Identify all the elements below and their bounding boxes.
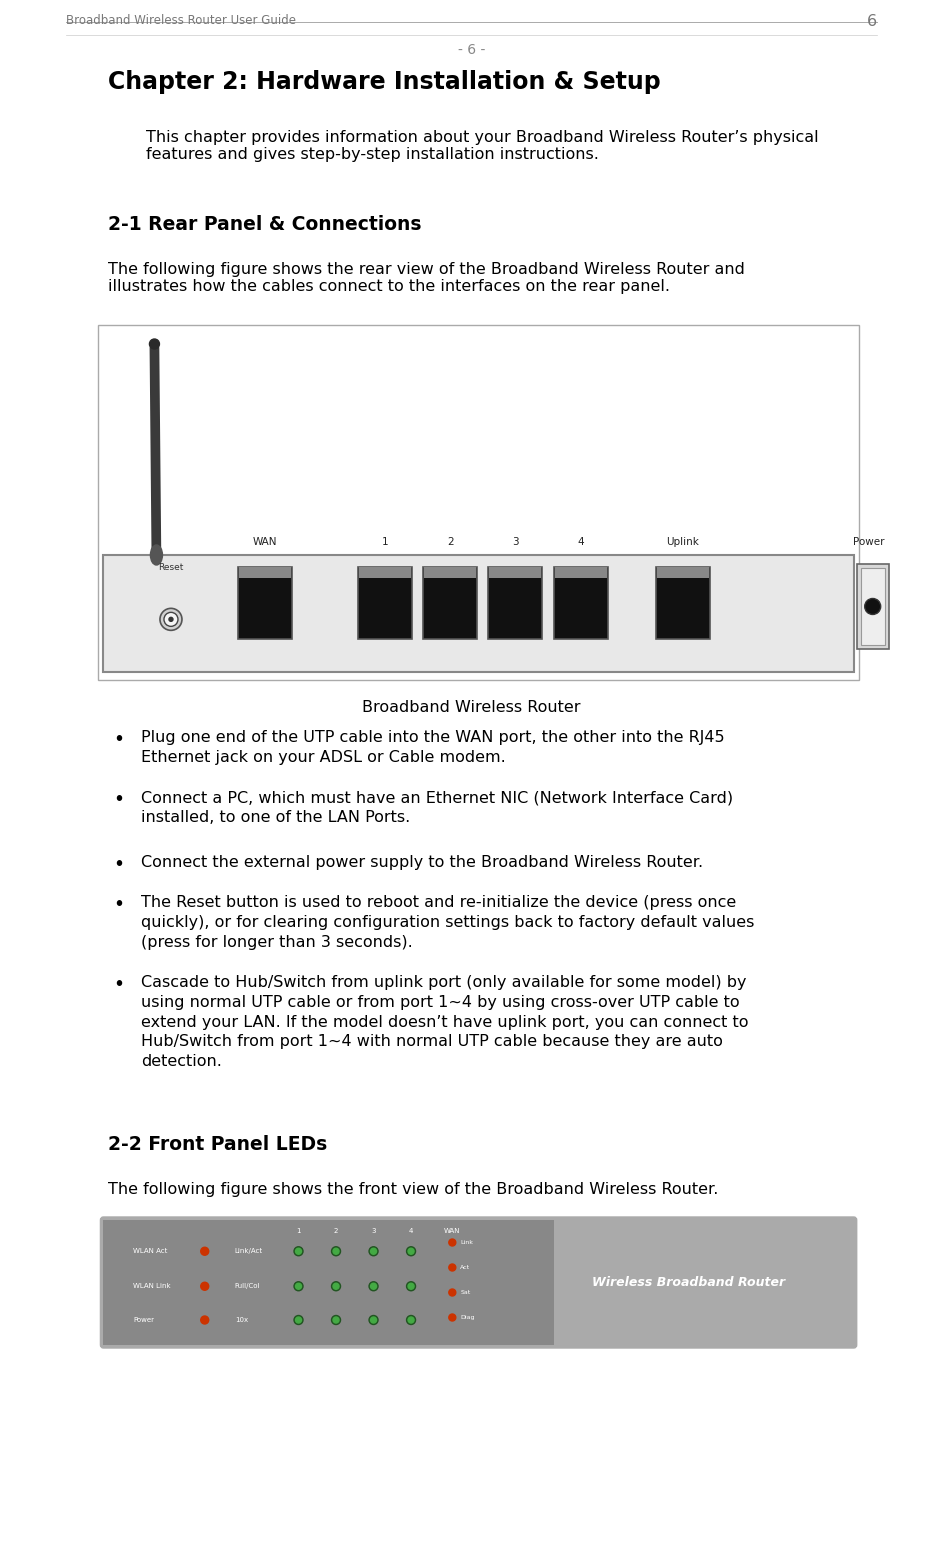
Text: •: •	[113, 855, 124, 873]
Circle shape	[294, 1281, 303, 1290]
Text: 2-2 Front Panel LEDs: 2-2 Front Panel LEDs	[108, 1135, 328, 1154]
Circle shape	[201, 1247, 208, 1256]
Text: - 6 -: - 6 -	[457, 42, 486, 56]
Text: Plug one end of the UTP cable into the WAN port, the other into the RJ45
Etherne: Plug one end of the UTP cable into the W…	[141, 731, 725, 765]
Text: •: •	[113, 975, 124, 994]
Text: The Reset button is used to reboot and re-initialize the device (press once
quic: The Reset button is used to reboot and r…	[141, 895, 754, 950]
Text: The following figure shows the front view of the Broadband Wireless Router.: The following figure shows the front vie…	[108, 1182, 719, 1196]
Text: Chapter 2: Hardware Installation & Setup: Chapter 2: Hardware Installation & Setup	[108, 71, 661, 94]
FancyBboxPatch shape	[424, 566, 476, 577]
Circle shape	[294, 1316, 303, 1325]
Text: Connect a PC, which must have an Ethernet NIC (Network Interface Card)
installed: Connect a PC, which must have an Etherne…	[141, 790, 734, 825]
Text: Reset: Reset	[158, 563, 184, 572]
Circle shape	[333, 1317, 339, 1323]
Text: 10x: 10x	[235, 1317, 248, 1323]
Circle shape	[369, 1316, 378, 1325]
Text: Link/Act: Link/Act	[235, 1248, 263, 1254]
FancyBboxPatch shape	[101, 1217, 856, 1348]
Circle shape	[333, 1248, 339, 1254]
Circle shape	[371, 1283, 376, 1289]
FancyBboxPatch shape	[358, 566, 411, 577]
Circle shape	[406, 1316, 416, 1325]
Circle shape	[295, 1248, 302, 1254]
Text: This chapter provides information about your Broadband Wireless Router’s physica: This chapter provides information about …	[146, 130, 819, 163]
FancyBboxPatch shape	[554, 566, 607, 640]
FancyBboxPatch shape	[104, 555, 853, 673]
Text: Act: Act	[460, 1265, 471, 1270]
Circle shape	[201, 1283, 208, 1290]
FancyBboxPatch shape	[656, 566, 708, 577]
Text: Connect the external power supply to the Broadband Wireless Router.: Connect the external power supply to the…	[141, 855, 703, 870]
Circle shape	[449, 1314, 455, 1320]
Circle shape	[332, 1281, 340, 1290]
Circle shape	[295, 1317, 302, 1323]
Circle shape	[449, 1289, 455, 1297]
Text: 2: 2	[334, 1228, 339, 1234]
Text: 1: 1	[296, 1228, 301, 1234]
Circle shape	[369, 1247, 378, 1256]
Circle shape	[449, 1264, 455, 1272]
Text: Broadband Wireless Router: Broadband Wireless Router	[362, 699, 581, 715]
FancyBboxPatch shape	[488, 566, 542, 640]
Text: The following figure shows the rear view of the Broadband Wireless Router and
il: The following figure shows the rear view…	[108, 262, 745, 295]
Text: WLAN Act: WLAN Act	[134, 1248, 168, 1254]
Circle shape	[332, 1316, 340, 1325]
Ellipse shape	[151, 546, 162, 564]
Text: Sat: Sat	[460, 1290, 471, 1295]
Text: Cascade to Hub/Switch from uplink port (only available for some model) by
using : Cascade to Hub/Switch from uplink port (…	[141, 975, 749, 1069]
Text: Full/Col: Full/Col	[235, 1283, 260, 1289]
Text: 4: 4	[409, 1228, 413, 1234]
FancyBboxPatch shape	[423, 566, 477, 640]
Circle shape	[408, 1248, 414, 1254]
Circle shape	[449, 1239, 455, 1247]
Circle shape	[406, 1247, 416, 1256]
FancyBboxPatch shape	[239, 566, 290, 577]
Circle shape	[332, 1247, 340, 1256]
Circle shape	[408, 1317, 414, 1323]
Text: •: •	[113, 790, 124, 809]
Text: Wireless Broadband Router: Wireless Broadband Router	[592, 1276, 786, 1289]
Circle shape	[865, 599, 881, 615]
Text: 2: 2	[447, 536, 454, 547]
Circle shape	[294, 1247, 303, 1256]
FancyBboxPatch shape	[554, 566, 606, 577]
Circle shape	[160, 608, 182, 630]
Text: 3: 3	[512, 536, 519, 547]
Circle shape	[169, 618, 173, 621]
Circle shape	[371, 1248, 376, 1254]
FancyBboxPatch shape	[357, 566, 412, 640]
Circle shape	[164, 613, 178, 626]
Text: WAN: WAN	[444, 1228, 460, 1234]
Text: •: •	[113, 895, 124, 914]
Text: WLAN Link: WLAN Link	[134, 1283, 171, 1289]
FancyBboxPatch shape	[98, 325, 859, 681]
Text: Broadband Wireless Router User Guide: Broadband Wireless Router User Guide	[66, 14, 296, 27]
Circle shape	[201, 1316, 208, 1323]
FancyBboxPatch shape	[489, 566, 541, 577]
Text: 3: 3	[372, 1228, 376, 1234]
Text: 6: 6	[867, 14, 877, 28]
Text: WAN: WAN	[253, 536, 277, 547]
Text: Power: Power	[853, 536, 885, 547]
Text: •: •	[113, 731, 124, 750]
Text: 4: 4	[577, 536, 584, 547]
Text: Diag: Diag	[460, 1316, 475, 1320]
Circle shape	[406, 1281, 416, 1290]
Circle shape	[295, 1283, 302, 1289]
Circle shape	[333, 1283, 339, 1289]
Text: 2-1 Rear Panel & Connections: 2-1 Rear Panel & Connections	[108, 215, 422, 234]
Text: Power: Power	[134, 1317, 155, 1323]
Circle shape	[371, 1317, 376, 1323]
Circle shape	[149, 339, 159, 350]
Circle shape	[369, 1281, 378, 1290]
Circle shape	[408, 1283, 414, 1289]
FancyBboxPatch shape	[104, 1220, 554, 1345]
Text: Uplink: Uplink	[666, 536, 699, 547]
Text: 1: 1	[382, 536, 389, 547]
Text: Link: Link	[460, 1240, 473, 1245]
FancyBboxPatch shape	[861, 568, 885, 644]
FancyBboxPatch shape	[655, 566, 710, 640]
FancyBboxPatch shape	[856, 564, 888, 649]
FancyBboxPatch shape	[238, 566, 291, 640]
